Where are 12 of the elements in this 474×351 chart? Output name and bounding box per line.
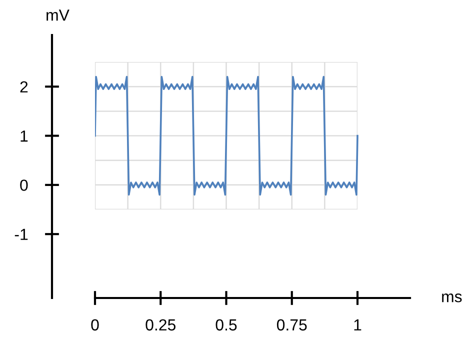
line-series [95, 76, 358, 196]
x-tick-label: 0.75 [276, 319, 307, 331]
y-tick-label: 1 [20, 130, 28, 142]
y-tick-label: -1 [14, 228, 28, 240]
x-tick-label: 0.5 [216, 319, 237, 331]
y-axis-title: mV [46, 10, 70, 21]
x-tick-label: 1 [354, 319, 362, 330]
x-tick-label: 0 [91, 319, 99, 331]
y-tick-label: 2 [20, 81, 28, 92]
x-tick-label: 0.25 [146, 319, 176, 331]
x-axis-title: ms [442, 294, 462, 302]
y-tick-label: 0 [20, 180, 28, 191]
